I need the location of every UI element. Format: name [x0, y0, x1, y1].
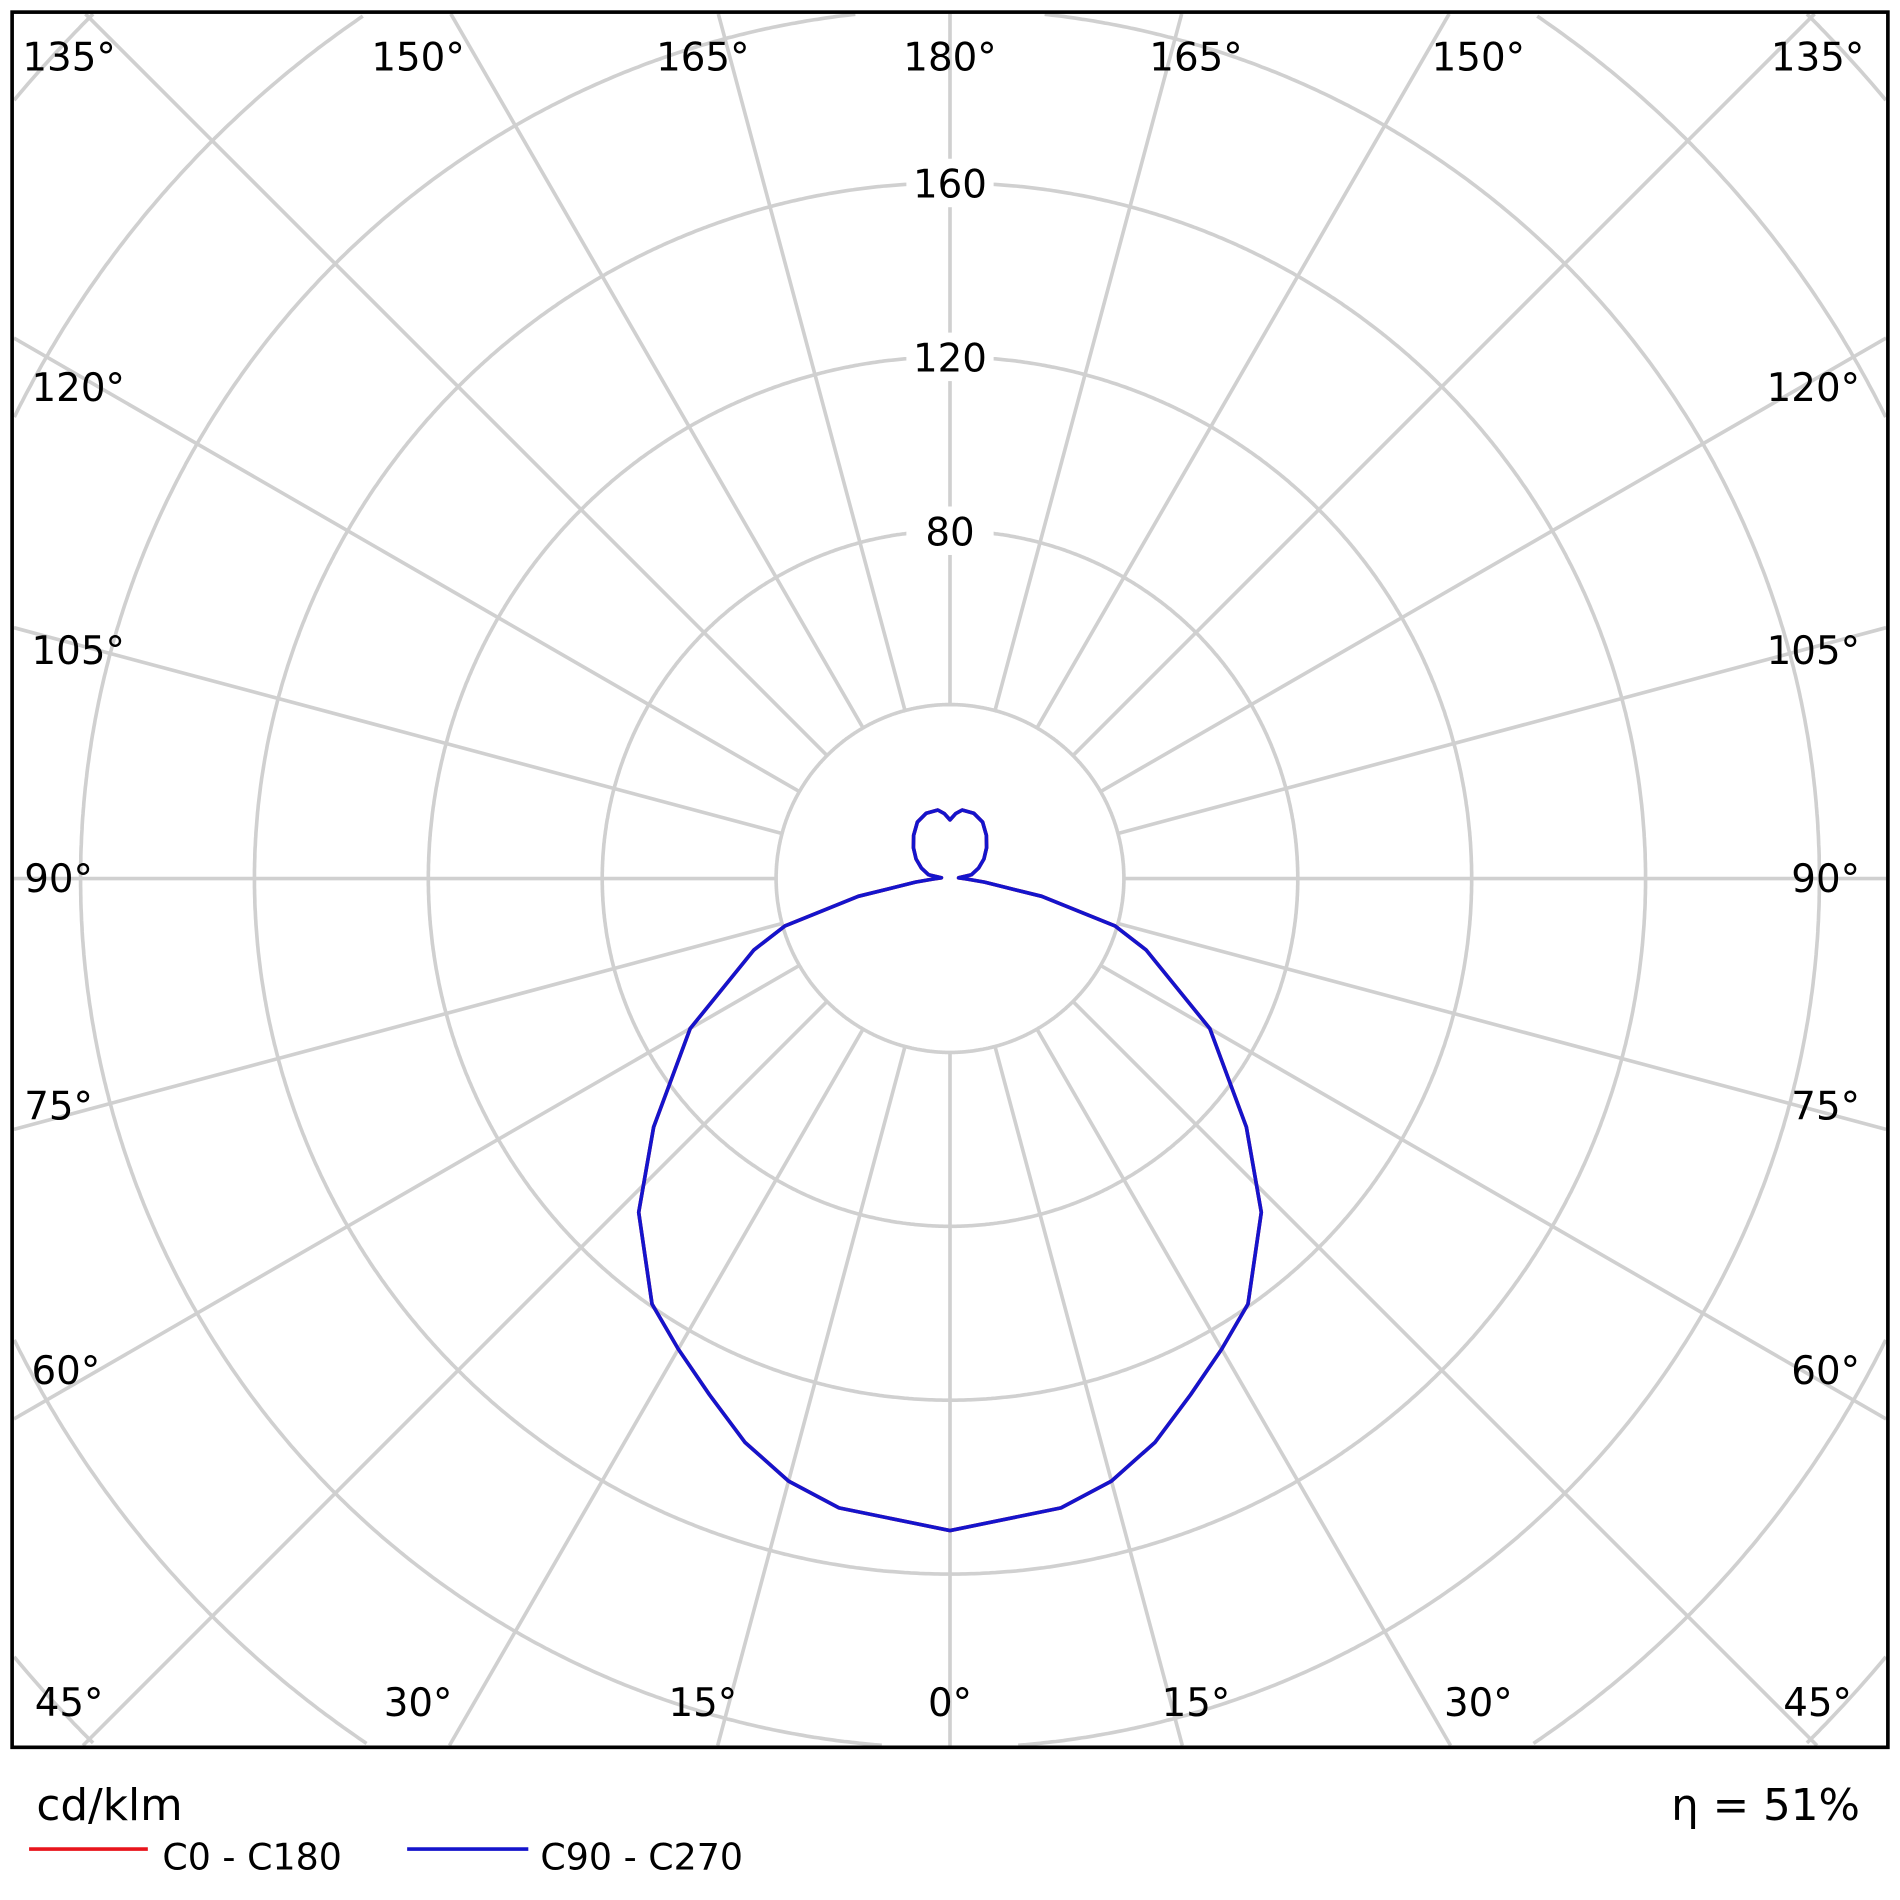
angle-label-right: 60° [1791, 1349, 1860, 1394]
polar-grid [12, 12, 1888, 1748]
grid-spoke [1035, 13, 1451, 729]
grid-circle-200 [78, 12, 882, 1748]
grid-spoke [13, 625, 783, 836]
angle-label-left: 75° [24, 1085, 93, 1130]
grid-spoke [1071, 12, 1816, 757]
curves [636, 808, 1264, 1533]
grid-circle-240 [12, 1339, 368, 1745]
radial-label-bg [906, 506, 994, 555]
grid-spoke [993, 1045, 1185, 1746]
angle-label-top: 180° [903, 35, 996, 80]
radial-label-80: 80 [925, 510, 974, 555]
grid-spoke [1071, 1000, 1819, 1747]
radial-label-bg [906, 158, 994, 208]
radial-label-bg [906, 332, 994, 382]
angle-label-left: 120° [32, 366, 125, 411]
grid-circle-280 [12, 1655, 95, 1745]
series-curve-1 [636, 808, 1264, 1533]
grid-circle-240 [12, 14, 364, 418]
angle-label-top: 135° [1771, 35, 1864, 80]
grid-circle-240 [1536, 14, 1888, 418]
angle-label-right: 75° [1791, 1085, 1860, 1130]
grid-circle-280 [12, 12, 95, 102]
grid-spoke [993, 13, 1184, 712]
angle-label-top: 150° [1432, 35, 1525, 80]
angle-label-top: 150° [371, 35, 464, 80]
angle-label-right: 105° [1767, 629, 1860, 674]
grid-spoke [716, 13, 907, 712]
angle-label-bottom: 30° [1444, 1681, 1513, 1726]
angle-label-top: 135° [22, 35, 115, 80]
grid-spoke [1035, 1028, 1453, 1747]
angle-label-right: 90° [1791, 857, 1860, 902]
grid-spoke [715, 1045, 907, 1746]
radial-label-160: 160 [913, 163, 987, 208]
grid-spoke [1117, 921, 1887, 1132]
legend-label-c0: C0 - C180 [162, 1836, 341, 1879]
angle-label-bottom: 15° [668, 1681, 737, 1726]
angle-label-left: 60° [32, 1349, 101, 1394]
chart-frame [10, 10, 1890, 1750]
grid-spoke [13, 336, 801, 794]
grid-circle-280 [1805, 12, 1888, 102]
grid-spoke [1099, 336, 1887, 794]
unit-label: cd/klm [36, 1781, 182, 1831]
angle-label-bottom: 45° [1783, 1681, 1852, 1726]
grid-circle-240 [1532, 1339, 1888, 1745]
angle-label-bottom: 15° [1162, 1681, 1231, 1726]
grid-circle-40 [774, 702, 1126, 1055]
angle-labels: 135° 150° 165° 180° 165° 150° 135° 45° 30° 15° 0° 1… [22, 35, 1864, 1726]
grid-circle-200 [1018, 12, 1822, 1748]
grid-circle-280 [1805, 1655, 1888, 1745]
angle-label-bottom: 45° [35, 1681, 104, 1726]
angle-label-left: 105° [32, 629, 125, 674]
grid-spoke [81, 1000, 829, 1747]
radial-labels: 80 120 160 [906, 158, 994, 555]
grid-spoke [84, 12, 829, 757]
angle-label-right: 120° [1767, 366, 1860, 411]
radial-label-120: 120 [913, 336, 987, 381]
efficiency-label: η = 51% [1671, 1781, 1860, 1831]
grid-spoke [1099, 963, 1887, 1421]
angle-label-bottom: 30° [384, 1681, 453, 1726]
grid-spoke [13, 921, 783, 1132]
grid-spoke [449, 13, 865, 729]
angle-label-left: 90° [24, 857, 93, 902]
angle-label-top: 165° [1149, 35, 1242, 80]
angle-label-bottom: 0° [928, 1681, 972, 1726]
legend-label-c90: C90 - C270 [540, 1836, 743, 1879]
grid-spoke [13, 963, 801, 1421]
grid-spoke [447, 1028, 865, 1747]
angle-label-top: 165° [656, 35, 749, 80]
grid-spoke [1117, 625, 1887, 836]
